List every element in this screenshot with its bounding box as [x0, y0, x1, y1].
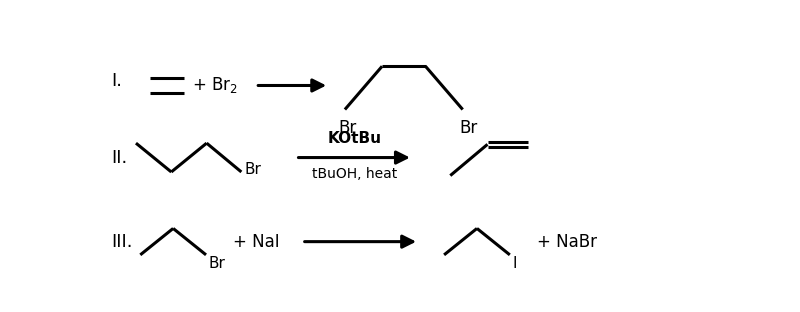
- Text: I: I: [512, 256, 517, 271]
- Text: + Br$_2$: + Br$_2$: [192, 76, 238, 95]
- Text: tBuOH, heat: tBuOH, heat: [311, 167, 397, 181]
- Text: Br: Br: [209, 256, 226, 271]
- Text: III.: III.: [111, 233, 133, 251]
- Text: Br: Br: [245, 162, 262, 177]
- Text: II.: II.: [111, 149, 127, 167]
- Text: I.: I.: [111, 72, 122, 90]
- Text: + NaI: + NaI: [234, 233, 280, 251]
- Text: Br: Br: [459, 119, 478, 137]
- Text: + NaBr: + NaBr: [537, 233, 597, 251]
- Text: Br: Br: [338, 119, 357, 137]
- Text: KOtBu: KOtBu: [327, 130, 381, 145]
